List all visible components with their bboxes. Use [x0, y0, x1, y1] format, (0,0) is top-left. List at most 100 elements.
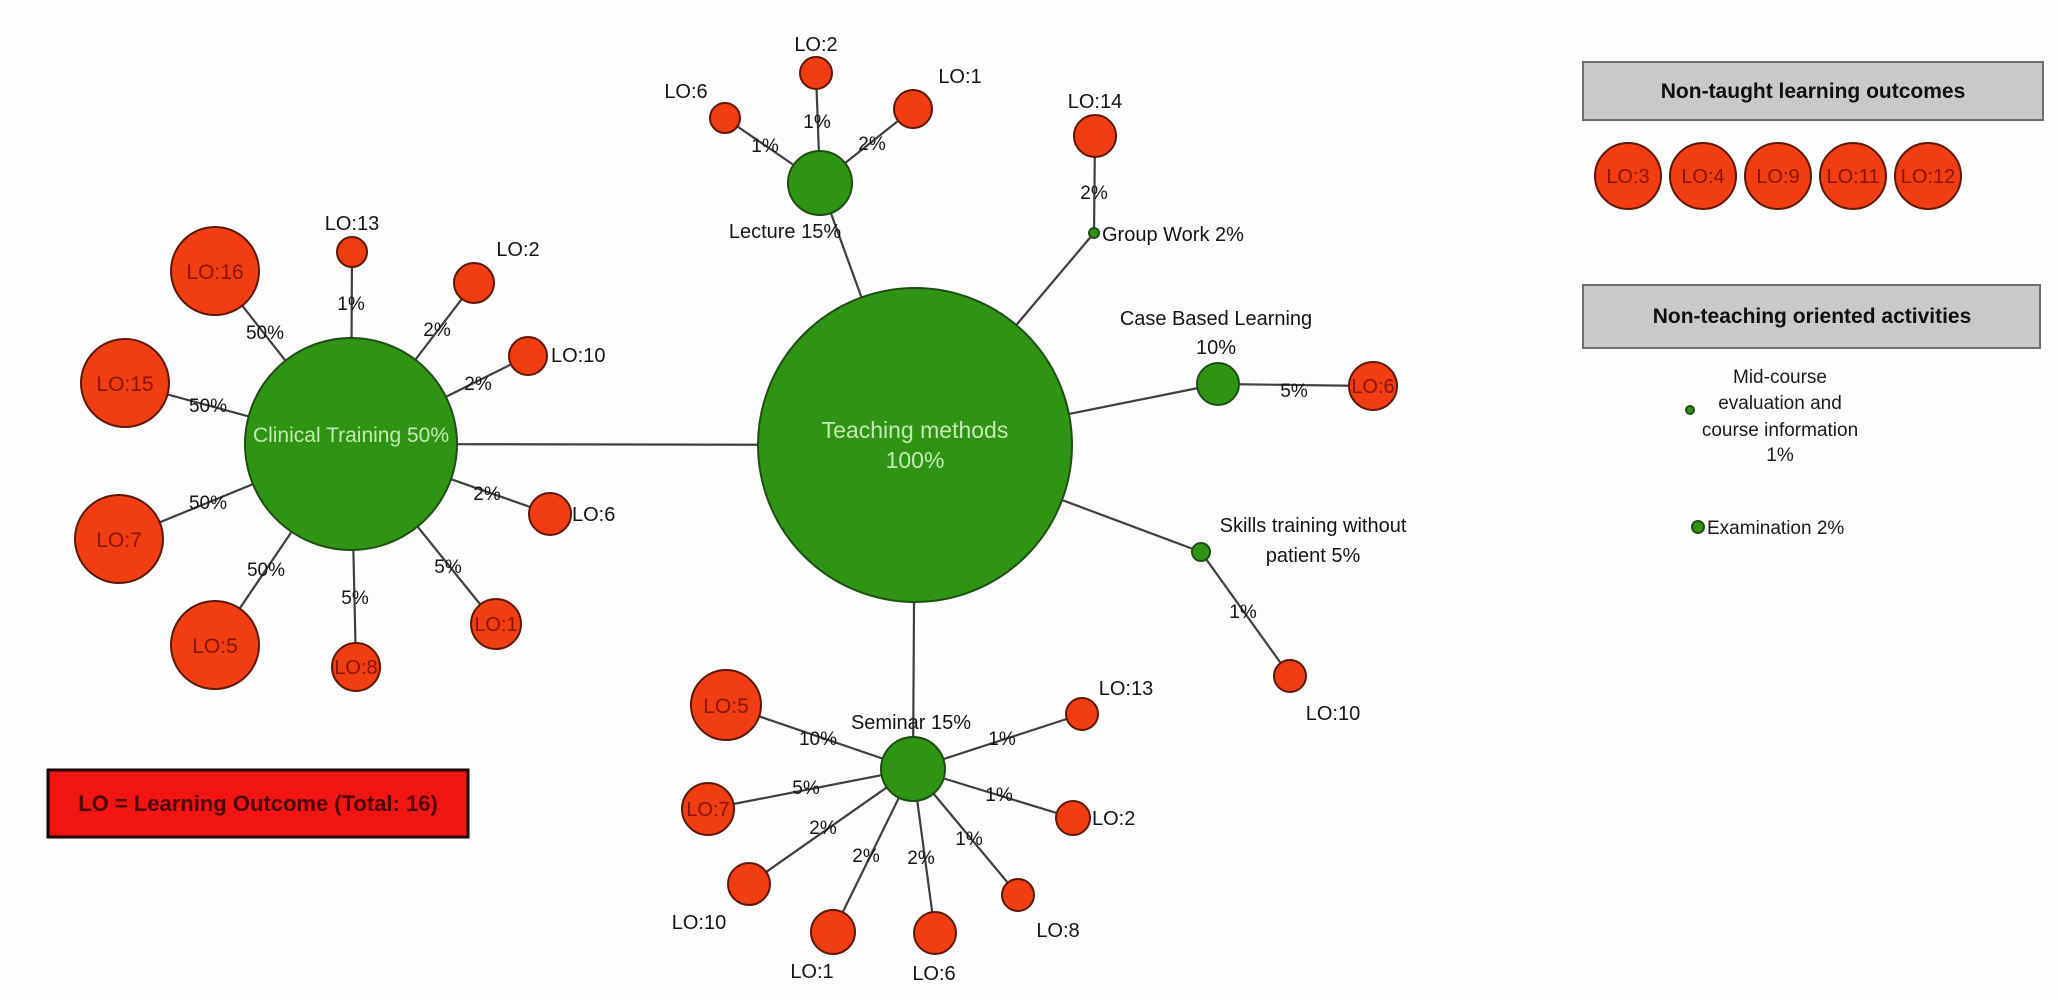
lo-13-label: LO:13	[1099, 678, 1153, 700]
node-lo-2	[799, 56, 833, 90]
edge-label: 50%	[246, 323, 284, 344]
mid-course-line3: course information	[1702, 420, 1858, 441]
edge-label: 5%	[1280, 381, 1308, 402]
legend-non-taught: Non-taught learning outcomes LO:3 LO:4 L…	[1582, 61, 2044, 210]
node-lo-15	[80, 338, 170, 428]
cluster-skills-training: Skills training without patient 5% LO:10…	[1191, 515, 1407, 725]
examination-dot	[1691, 520, 1705, 534]
node-lo-13	[1065, 697, 1099, 731]
lo-13-label: LO:13	[325, 213, 379, 235]
teaching-methods-circle	[757, 287, 1073, 603]
edge-label: 1%	[988, 729, 1016, 750]
clinical-training-label: Clinical Training 50%	[253, 424, 449, 447]
lo-8-label: LO:8	[334, 657, 377, 679]
lo-15-label: LO:15	[96, 373, 153, 396]
lo-3-label: LO:3	[1606, 166, 1649, 188]
lo-2-label: LO:2	[496, 239, 539, 261]
non-teaching-title: Non-teaching oriented activities	[1653, 305, 1972, 328]
lo-5-label: LO:5	[192, 635, 238, 658]
seminar-circle	[880, 736, 946, 802]
edge-label: 1%	[985, 785, 1013, 806]
cluster-clinical-training: Clinical Training 50% LO:16 50% LO:13 1%…	[74, 213, 615, 692]
case-based-learning-value: 10%	[1196, 337, 1236, 359]
edge-label: 5%	[434, 557, 462, 578]
non-taught-title-box	[1582, 61, 2044, 121]
lo-1-label: LO:1	[474, 614, 517, 636]
lo-11-label: LO:11	[1827, 166, 1880, 188]
node-lo-8	[331, 642, 381, 692]
lo-14-label: LO:14	[1068, 91, 1122, 113]
edge-label: 5%	[792, 778, 820, 799]
edge-label: 1%	[955, 829, 983, 850]
lo-note-box	[46, 768, 470, 839]
mid-course-dot	[1685, 405, 1695, 415]
node-lo-3	[1594, 142, 1662, 210]
node-lo-5	[170, 600, 260, 690]
edge-line	[1217, 382, 1374, 388]
cluster-group-work: Group Work 2% LO:14 2%	[1068, 91, 1244, 246]
lo-7-label: LO:7	[686, 799, 729, 821]
node-lo-10	[508, 336, 548, 376]
node-lo-12	[1894, 142, 1962, 210]
edge-line	[707, 767, 914, 811]
edge-label: 1%	[751, 136, 779, 157]
case-based-learning-label: Case Based Learning	[1120, 308, 1312, 330]
edge-label: 1%	[803, 112, 831, 133]
node-lo-10	[727, 862, 771, 906]
lo-10-label: LO:10	[551, 345, 605, 367]
edge-label: 2%	[464, 374, 492, 395]
teaching-methods-value: 100%	[886, 447, 945, 473]
lo-2-label: LO:2	[794, 34, 837, 56]
lo-4-label: LO:4	[1681, 166, 1724, 188]
mid-course-line1: Mid-course	[1733, 367, 1827, 388]
edge-label: 2%	[809, 818, 837, 839]
edge-label: 2%	[852, 846, 880, 867]
seminar-label: Seminar 15%	[851, 712, 971, 734]
node-lo-1	[893, 89, 933, 129]
node-lo-10	[1273, 659, 1307, 693]
node-lo-16	[170, 226, 260, 316]
skills-training-label-line2: patient 5%	[1266, 545, 1361, 567]
node-lo-4	[1669, 142, 1737, 210]
lo-12-label: LO:12	[1901, 166, 1955, 188]
lo-1-label: LO:1	[790, 961, 833, 983]
legend-non-teaching: Non-teaching oriented activities Mid-cou…	[1582, 284, 2041, 539]
lo-5-label: LO:5	[703, 695, 749, 718]
node-lo-6	[1348, 361, 1398, 411]
lo-9-label: LO:9	[1756, 166, 1799, 188]
node-lo-8	[1001, 878, 1035, 912]
edge-label: 10%	[799, 729, 837, 750]
case-based-learning-circle	[1196, 362, 1240, 406]
lecture-label: Lecture 15%	[729, 221, 842, 243]
edge-label: 1%	[337, 294, 365, 315]
lo-note-text: LO = Learning Outcome (Total: 16)	[78, 791, 438, 816]
lo-6-label: LO:6	[1351, 376, 1394, 398]
edge-label: 2%	[473, 484, 501, 505]
lo-10-label: LO:10	[1306, 703, 1360, 725]
edge-label: 5%	[341, 588, 369, 609]
node-lo-6	[709, 102, 741, 134]
skills-training-dot	[1191, 542, 1211, 562]
edge-label: 50%	[189, 396, 227, 417]
lo-16-label: LO:16	[186, 261, 243, 284]
node-lo-1	[810, 909, 856, 955]
lo-7-label: LO:7	[96, 529, 142, 552]
node-lo-2	[1055, 800, 1091, 836]
examination-label: Examination 2%	[1707, 518, 1844, 539]
group-work-label: Group Work 2%	[1102, 224, 1244, 246]
edge-label: 1%	[1229, 602, 1257, 623]
node-lo-13	[336, 236, 368, 268]
edge-line	[1200, 551, 1291, 677]
non-taught-title: Non-taught learning outcomes	[1661, 80, 1966, 103]
lo-6-label: LO:6	[572, 504, 615, 526]
node-lo-9	[1744, 142, 1812, 210]
lecture-circle	[787, 150, 853, 216]
mid-course-line4: 1%	[1766, 445, 1794, 466]
cluster-case-based-learning: Case Based Learning 10% LO:6 5%	[1120, 308, 1398, 411]
lo-2-label: LO:2	[1092, 808, 1135, 830]
node-lo-1	[470, 598, 522, 650]
teaching-methods-label: Teaching methods	[822, 417, 1009, 443]
node-lo-6	[528, 492, 572, 536]
lo-6-label: LO:6	[664, 81, 707, 103]
